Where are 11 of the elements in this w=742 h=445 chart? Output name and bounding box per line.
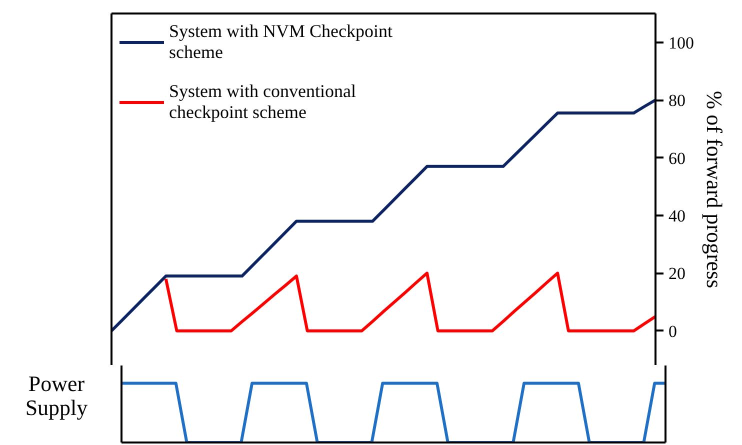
legend-label: System with conventional checkpoint scheme — [169, 81, 356, 123]
legend-label: System with NVM Checkpoint scheme — [169, 21, 392, 63]
y-axis-title: Power Supply — [24, 371, 89, 420]
y-tick-label: 60 — [668, 148, 686, 168]
line-series — [164, 272, 656, 332]
y-tick-label: 0 — [668, 322, 677, 341]
y-tick-label: 40 — [668, 206, 686, 226]
y-tick-label: 20 — [668, 264, 686, 284]
y-tick-label: 80 — [668, 91, 686, 110]
y-tick-label: 100 — [668, 33, 694, 52]
y-axis-title: % of forward progress — [702, 90, 727, 288]
